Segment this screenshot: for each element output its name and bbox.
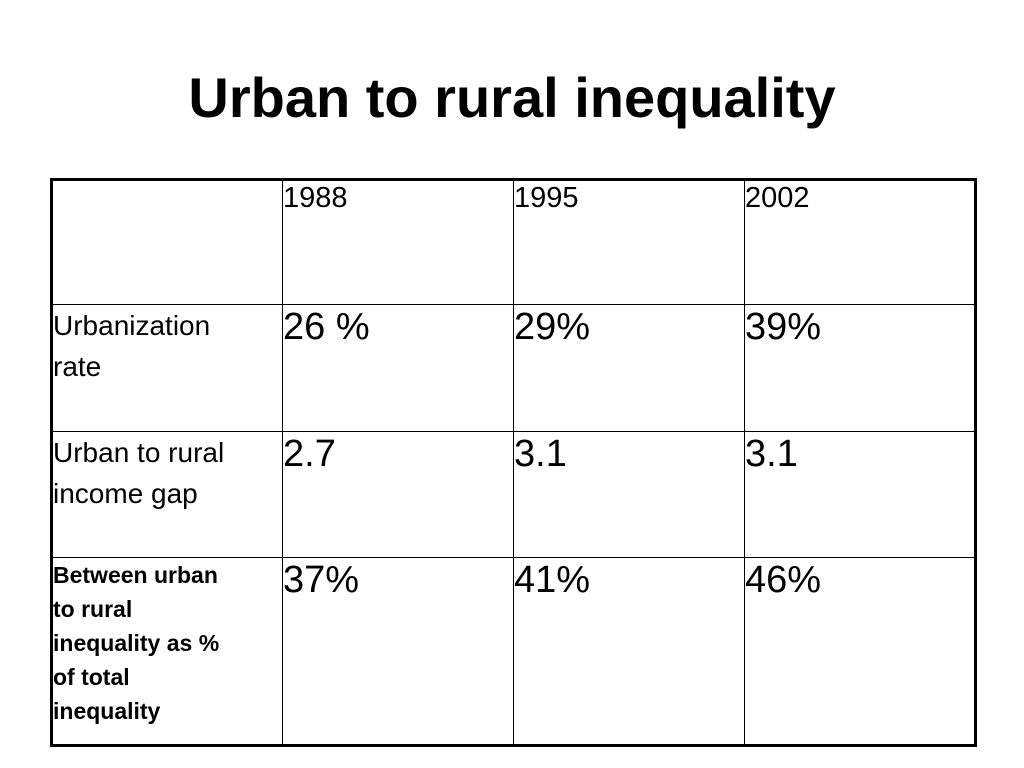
value-cell: 41% xyxy=(513,557,745,746)
value-cell: 3.1 xyxy=(744,431,976,558)
row-label-line: income gap xyxy=(53,478,198,509)
table-header-row: 1988 1995 2002 xyxy=(51,179,976,305)
row-label-line: rate xyxy=(53,351,102,382)
row-label-line: inequality as % xyxy=(53,630,220,656)
table-row-income-gap: Urban to rural income gap 2.7 3.1 3.1 xyxy=(51,431,976,558)
table-row-between-inequality: Between urban to rural inequality as % o… xyxy=(51,557,976,746)
value-cell: 39% xyxy=(744,304,976,432)
row-label-line: Urban to rural xyxy=(53,437,225,468)
row-label-line: of total xyxy=(53,664,130,690)
value-cell: 37% xyxy=(282,557,514,746)
value-cell: 26 % xyxy=(282,304,514,432)
row-label-line: Urbanization xyxy=(53,310,211,341)
table-row-urbanization-rate: Urbanization rate 26 % 29% 39% xyxy=(51,304,976,432)
value-cell: 2.7 xyxy=(282,431,514,558)
year-header-1995: 1995 xyxy=(513,179,745,305)
year-header-2002: 2002 xyxy=(744,179,976,305)
row-label-urbanization-rate: Urbanization rate xyxy=(51,304,283,432)
row-label-line: inequality xyxy=(53,698,161,724)
corner-cell xyxy=(51,179,283,305)
row-label-income-gap: Urban to rural income gap xyxy=(51,431,283,558)
row-label-line: to rural xyxy=(53,596,133,622)
slide-title: Urban to rural inequality xyxy=(188,66,836,129)
value-cell: 29% xyxy=(513,304,745,432)
inequality-table: 1988 1995 2002 Urbanization rate 26 % 29… xyxy=(50,178,977,747)
row-label-line: Between urban xyxy=(53,562,218,588)
year-header-1988: 1988 xyxy=(282,179,514,305)
value-cell: 3.1 xyxy=(513,431,745,558)
row-label-between-inequality: Between urban to rural inequality as % o… xyxy=(51,557,283,746)
value-cell: 46% xyxy=(744,557,976,746)
